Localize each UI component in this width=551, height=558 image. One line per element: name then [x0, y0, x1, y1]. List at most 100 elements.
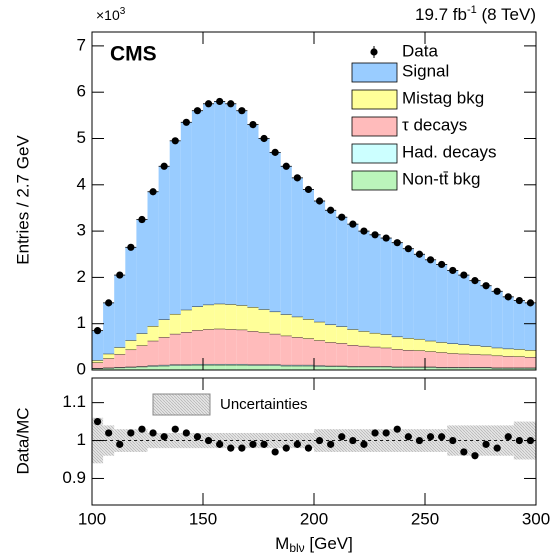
- hist-segment: [169, 313, 181, 334]
- data-point: [138, 215, 146, 224]
- uncertainty-band: [236, 432, 248, 449]
- data-point: [149, 188, 157, 196]
- hist-segment: [436, 342, 448, 353]
- hist-segment: [480, 354, 492, 368]
- hist-segment: [203, 103, 215, 305]
- data-point: [382, 234, 390, 242]
- hist-segment: [280, 364, 292, 366]
- hist-segment: [325, 210, 337, 325]
- hist-segment: [280, 365, 292, 370]
- hist-segment: [369, 332, 381, 347]
- data-point: [415, 250, 424, 258]
- hist-segment: [114, 354, 126, 368]
- hist-segment: [291, 177, 303, 317]
- hist-segment: [169, 365, 181, 370]
- hist-segment: [92, 330, 104, 361]
- data-point: [371, 231, 379, 239]
- uncertainty-band: [258, 432, 270, 449]
- data-point: [105, 299, 113, 307]
- hist-segment: [191, 306, 203, 331]
- hist-segment: [247, 124, 259, 308]
- data-point: [327, 206, 335, 214]
- hist-segment: [280, 166, 292, 315]
- hist-segment: [491, 368, 503, 370]
- uncertainty-band: [391, 429, 403, 452]
- x-tick-label: 100: [78, 509, 106, 528]
- uncertainty-band: [325, 429, 337, 452]
- y-tick-label: 5: [77, 128, 86, 147]
- x-tick-label: 150: [189, 509, 217, 528]
- hist-segment: [180, 332, 192, 365]
- hist-segment: [425, 340, 437, 352]
- hist-segment: [402, 350, 414, 367]
- hist-segment: [413, 338, 425, 351]
- hist-segment: [92, 362, 104, 369]
- hist-segment: [302, 365, 314, 370]
- ratio-point: [438, 433, 446, 441]
- data-point: [171, 137, 179, 145]
- hist-segment: [280, 314, 292, 336]
- hist-segment: [191, 364, 203, 370]
- ratio-point: [249, 440, 257, 448]
- data-point: [282, 162, 290, 170]
- hist-segment: [125, 367, 137, 370]
- hist-segment: [258, 138, 270, 310]
- hist-segment: [513, 349, 525, 357]
- hist-segment: [314, 201, 326, 322]
- uncertainty-band: [402, 429, 414, 452]
- data-point: [271, 148, 279, 156]
- uncertainty-band: [491, 425, 503, 456]
- ratio-point: [493, 444, 501, 452]
- y-tick-label: 1.1: [62, 392, 86, 411]
- legend-label: τ decays: [402, 115, 467, 134]
- hist-segment: [214, 101, 226, 304]
- hist-segment: [402, 367, 414, 370]
- uncertainty-band: [103, 425, 115, 456]
- legend-label: Had. decays: [402, 142, 497, 161]
- hist-segment: [225, 363, 237, 365]
- hist-segment: [391, 349, 403, 367]
- exponent: ×103: [96, 6, 126, 23]
- uncertainty-band: [247, 432, 259, 449]
- hist-segment: [136, 333, 148, 346]
- hist-segment: [325, 324, 337, 343]
- ratio-point: [260, 440, 268, 448]
- legend-swatch: [351, 89, 398, 110]
- legend-swatch: [351, 116, 398, 137]
- ratio-point: [105, 429, 113, 437]
- hist-segment: [114, 275, 126, 348]
- hist-segment: [513, 300, 525, 350]
- ratio-point: [216, 440, 224, 448]
- legend-swatch: [351, 170, 398, 191]
- hist-segment: [502, 348, 514, 357]
- ratio-point: [204, 436, 213, 445]
- hist-segment: [302, 319, 314, 339]
- hist-segment: [147, 366, 159, 370]
- ratio-point: [338, 433, 346, 441]
- hist-segment: [447, 343, 459, 354]
- ratio-point: [360, 440, 368, 448]
- hist-segment: [158, 319, 170, 338]
- data-point: [227, 100, 235, 108]
- hist-segment: [436, 352, 448, 368]
- data-point: [438, 260, 446, 269]
- ratio-point: [182, 429, 190, 437]
- data-point: [404, 245, 412, 253]
- hist-segment: [513, 368, 525, 370]
- hist-segment: [225, 329, 237, 364]
- hist-segment: [136, 366, 148, 370]
- data-point: [360, 227, 368, 235]
- hist-segment: [269, 311, 281, 334]
- uncertainty-band: [269, 432, 281, 449]
- hist-segment: [413, 367, 425, 370]
- ratio-point: [404, 433, 412, 441]
- data-point: [526, 299, 535, 307]
- hist-segment: [103, 358, 115, 368]
- hist-segment: [358, 331, 370, 346]
- hist-segment: [258, 309, 270, 333]
- data-point: [304, 185, 313, 194]
- hist-segment: [336, 366, 348, 370]
- hist-segment: [502, 296, 514, 349]
- ratio-point: [282, 444, 290, 452]
- hist-segment: [169, 140, 181, 314]
